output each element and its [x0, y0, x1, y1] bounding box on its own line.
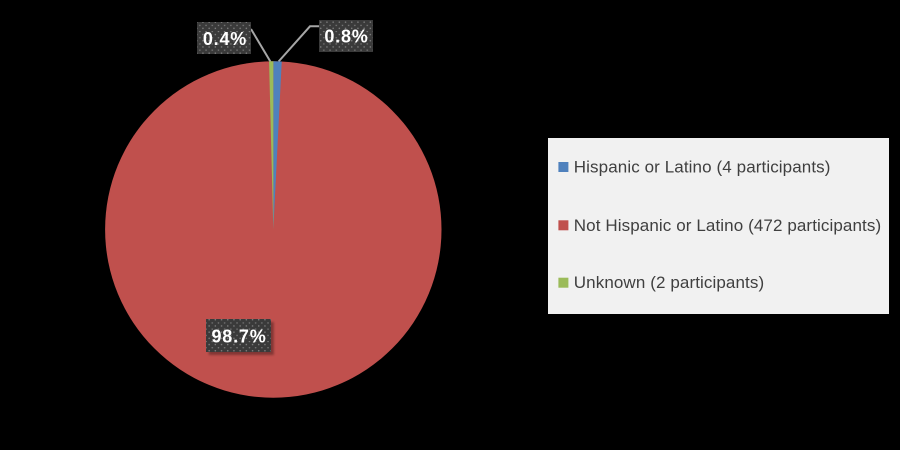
svg-text:0.8%: 0.8% [324, 27, 368, 47]
svg-text:Hispanic or Latino (4 particip: Hispanic or Latino (4 participants) [574, 158, 831, 177]
svg-text:98.7%: 98.7% [211, 326, 266, 346]
svg-text:Not Hispanic or Latino (472 pa: Not Hispanic or Latino (472 participants… [574, 216, 881, 235]
svg-text:Unknown (2 participants): Unknown (2 participants) [574, 273, 764, 292]
svg-text:0.4%: 0.4% [203, 29, 247, 49]
